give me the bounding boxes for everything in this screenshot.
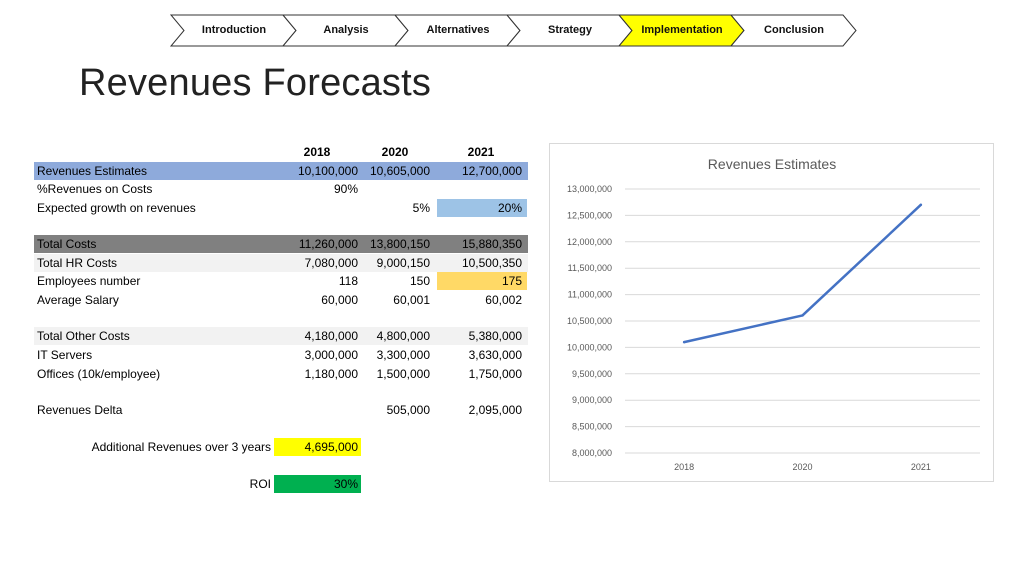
cell-pct-revenues-2018: 90% [333, 182, 358, 196]
nav-item-analysis[interactable]: Analysis [323, 24, 369, 36]
data-point-2020 [801, 314, 804, 317]
cell-offices-2020: 1,500,000 [376, 367, 430, 381]
cell-offices-2021: 1,750,000 [468, 367, 522, 381]
y-tick-label: 9,500,000 [572, 369, 612, 379]
label-roi: ROI [249, 477, 271, 491]
data-point-2021 [919, 203, 923, 207]
y-tick-label: 13,000,000 [567, 184, 612, 194]
revenues-line-chart: Revenues Estimates 8,000,000 8,500,000 9,00… [567, 156, 980, 472]
cell-it-servers-2020: 3,300,000 [376, 348, 430, 362]
cell-growth-2021: 20% [497, 201, 522, 215]
year-header-2018: 2018 [303, 145, 331, 159]
y-tick-label: 8,000,000 [572, 448, 612, 458]
nav-item-introduction[interactable]: Introduction [201, 24, 267, 36]
x-tick-label: 2021 [911, 462, 931, 472]
y-tick-label: 12,000,000 [567, 237, 612, 247]
year-header-2021: 2021 [467, 145, 495, 159]
cell-it-servers-2021: 3,630,000 [468, 348, 522, 362]
cell-hr-costs-2020: 9,000,150 [376, 256, 430, 270]
cell-delta-2020: 505,000 [386, 403, 430, 417]
cell-salary-2021: 60,002 [485, 293, 522, 307]
cell-total-costs-2021: 15,880,350 [461, 237, 522, 251]
cell-other-costs-2020: 4,800,000 [376, 329, 430, 343]
cell-total-costs-2018: 11,260,000 [298, 237, 358, 251]
row-label-it-servers: IT Servers [37, 348, 93, 362]
row-highlight-revenues [34, 162, 528, 180]
y-tick-label: 10,500,000 [567, 316, 612, 326]
chart-title: Revenues Estimates [708, 156, 836, 172]
cell-total-costs-2020: 13,800,150 [369, 237, 430, 251]
cell-offices-2018: 1,180,000 [304, 367, 358, 381]
cell-employees-2020: 150 [409, 274, 430, 288]
nav-item-strategy[interactable]: Strategy [547, 24, 593, 36]
row-label-expected-growth: Expected growth on revenues [37, 201, 196, 215]
data-point-2018 [682, 340, 686, 344]
highlight-additional-revenues [274, 438, 361, 456]
year-header-2020: 2020 [381, 145, 409, 159]
label-additional-revenues: Additional Revenues over 3 years [91, 440, 271, 454]
cell-hr-costs-2021: 10,500,350 [461, 256, 522, 270]
row-highlight-other-costs [34, 327, 528, 345]
y-tick-label: 11,000,000 [568, 290, 612, 300]
cell-delta-2021: 2,095,000 [468, 403, 522, 417]
cell-employees-2021: 175 [501, 274, 522, 288]
x-tick-label: 2018 [674, 462, 694, 472]
series-line-revenues-estimates [682, 203, 923, 344]
revenues-chart: Revenues Estimates 8,000,000 8,500,000 9,00… [549, 143, 994, 482]
page-title: Revenues Forecasts [79, 62, 432, 104]
row-label-total-costs: Total Costs [37, 237, 97, 251]
highlight-employees-2021 [437, 272, 527, 290]
cell-other-costs-2021: 5,380,000 [468, 329, 522, 343]
row-label-revenues-estimates: Revenues Estimates [37, 164, 148, 178]
highlight-growth-2021 [437, 199, 527, 217]
cell-salary-2018: 60,000 [321, 293, 358, 307]
value-roi: 30% [333, 477, 358, 491]
y-tick-label: 9,000,000 [572, 395, 612, 405]
cell-other-costs-2018: 4,180,000 [304, 329, 358, 343]
forecast-table: 2018 2020 2021 Revenues Estimates 10,100… [34, 145, 528, 493]
row-label-revenues-delta: Revenues Delta [37, 403, 123, 417]
row-highlight-hr-costs [34, 254, 528, 272]
row-label-total-hr-costs: Total HR Costs [37, 256, 118, 270]
row-highlight-total-costs [34, 235, 528, 253]
nav-chevron-conclusion[interactable] [729, 14, 857, 47]
nav-item-conclusion[interactable]: Conclusion [764, 24, 824, 36]
cell-growth-2020: 5% [412, 201, 430, 215]
cell-revenues-2021: 12,700,000 [461, 164, 522, 178]
cell-salary-2020: 60,001 [393, 293, 430, 307]
nav-chevrons [169, 14, 857, 47]
cell-hr-costs-2018: 7,080,000 [304, 256, 358, 270]
cell-revenues-2020: 10,605,000 [369, 164, 430, 178]
y-tick-label: 10,000,000 [567, 342, 612, 352]
row-label-employees-number: Employees number [37, 274, 141, 288]
nav-item-implementation[interactable]: Implementation [641, 24, 723, 36]
x-tick-label: 2020 [792, 462, 812, 472]
y-tick-label: 8,500,000 [572, 422, 612, 432]
cell-it-servers-2018: 3,000,000 [304, 348, 358, 362]
y-tick-label: 11,500,000 [568, 263, 612, 273]
value-additional-revenues: 4,695,000 [304, 440, 358, 454]
nav-item-alternatives[interactable]: Alternatives [426, 24, 490, 36]
navigation-breadcrumb: Introduction Analysis Alternatives Strat… [0, 0, 1024, 50]
row-label-offices: Offices (10k/employee) [37, 367, 161, 381]
row-label-total-other-costs: Total Other Costs [37, 329, 130, 343]
cell-revenues-2018: 10,100,000 [297, 164, 358, 178]
row-label-average-salary: Average Salary [37, 293, 119, 307]
cell-employees-2018: 118 [338, 274, 358, 288]
highlight-roi [274, 475, 361, 493]
row-label-pct-revenues: %Revenues on Costs [37, 182, 153, 196]
y-tick-label: 12,500,000 [567, 210, 612, 220]
